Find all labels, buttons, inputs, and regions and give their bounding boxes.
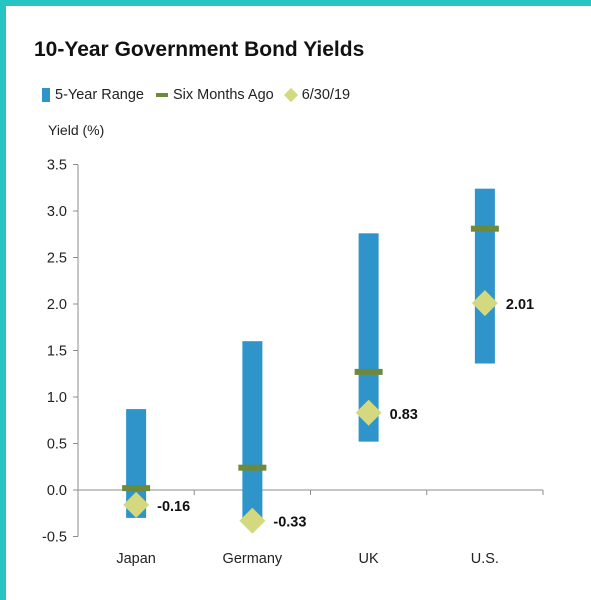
six-months-marker bbox=[354, 368, 383, 375]
six-months-marker bbox=[238, 464, 267, 471]
legend-label-range: 5-Year Range bbox=[55, 87, 144, 103]
x-tick-label: Germany bbox=[223, 551, 283, 567]
x-tick-label: Japan bbox=[116, 551, 156, 567]
y-tick-label: 0.5 bbox=[47, 437, 67, 453]
current-yield-marker bbox=[355, 399, 382, 426]
y-tick-label: 2.0 bbox=[47, 297, 67, 313]
legend-swatch-six-months bbox=[155, 93, 168, 97]
data-label: -0.16 bbox=[157, 499, 190, 515]
range-bar bbox=[474, 188, 495, 364]
x-tick-label: UK bbox=[359, 551, 379, 567]
y-tick-label: 0.0 bbox=[47, 483, 67, 499]
legend-item-range: 5-Year Range bbox=[42, 87, 144, 103]
range-bar bbox=[242, 341, 263, 521]
legend-item-current: 6/30/19 bbox=[283, 87, 351, 103]
data-label: 0.83 bbox=[390, 407, 418, 423]
six-months-marker bbox=[122, 485, 151, 492]
chart-legend: 5-Year Range Six Months Ago 6/30/19 bbox=[42, 87, 362, 103]
current-yield-marker bbox=[123, 491, 150, 518]
current-yield-marker bbox=[471, 290, 498, 317]
chart-title: 10-Year Government Bond Yields bbox=[34, 38, 365, 61]
range-bar bbox=[358, 233, 379, 442]
y-tick-label: -0.5 bbox=[42, 530, 67, 546]
data-label: -0.33 bbox=[273, 515, 306, 531]
y-tick-label: 2.5 bbox=[47, 251, 67, 267]
y-tick-label: 1.5 bbox=[47, 344, 67, 360]
y-tick-label: 3.5 bbox=[47, 158, 67, 174]
legend-swatch-range bbox=[42, 88, 50, 102]
y-tick-label: 1.0 bbox=[47, 390, 67, 406]
current-yield-marker bbox=[239, 507, 266, 534]
x-tick-label: U.S. bbox=[471, 551, 499, 567]
legend-label-six-months: Six Months Ago bbox=[172, 87, 274, 103]
y-tick-label: 3.0 bbox=[47, 204, 67, 220]
y-axis-label: Yield (%) bbox=[48, 122, 105, 138]
legend-item-six-months: Six Months Ago bbox=[155, 87, 274, 103]
legend-label-current: 6/30/19 bbox=[301, 87, 351, 103]
six-months-marker bbox=[470, 225, 499, 232]
data-label: 2.01 bbox=[506, 297, 534, 313]
